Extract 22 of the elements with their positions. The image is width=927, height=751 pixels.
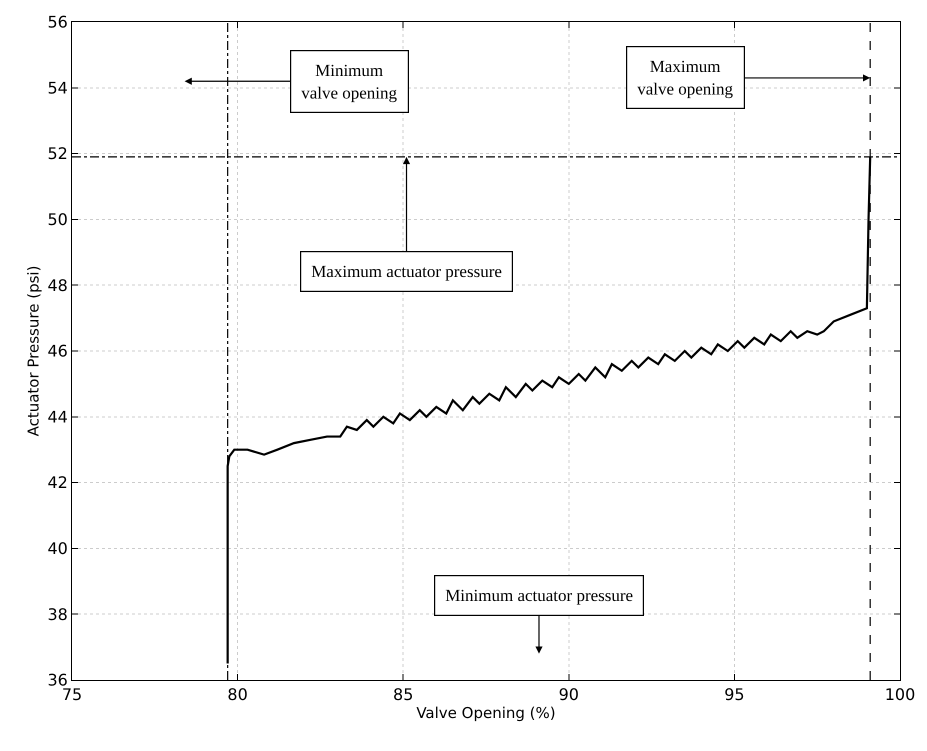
- y-axis-title: Actuator Pressure (psi): [24, 266, 43, 436]
- y-tick-label: 40: [47, 539, 68, 558]
- x-tick-label: 95: [724, 685, 745, 704]
- y-tick-label: 48: [47, 276, 68, 295]
- y-tick-label: 52: [47, 144, 68, 164]
- x-tick-label: 75: [62, 685, 82, 704]
- y-tick-label: 54: [47, 78, 68, 98]
- x-tick-label: 80: [227, 685, 248, 704]
- y-tick-label: 56: [47, 12, 68, 32]
- y-tick-label: 46: [47, 342, 68, 361]
- y-tick-label: 38: [47, 604, 68, 624]
- x-tick-label: 100: [884, 685, 916, 704]
- annotation: Minimum valve opening: [301, 61, 398, 102]
- y-tick-label: 42: [47, 473, 68, 492]
- x-tick-label: 85: [393, 685, 414, 704]
- annotation: Minimum actuator pressure: [445, 586, 634, 606]
- annotation: Maximum actuator pressure: [311, 262, 502, 282]
- annotation: Maximum valve opening: [637, 57, 734, 98]
- y-tick-label: 50: [47, 210, 68, 229]
- x-tick-label: 90: [558, 685, 579, 704]
- y-tick-label: 44: [47, 407, 68, 426]
- x-axis-title: Valve Opening (%): [416, 704, 556, 722]
